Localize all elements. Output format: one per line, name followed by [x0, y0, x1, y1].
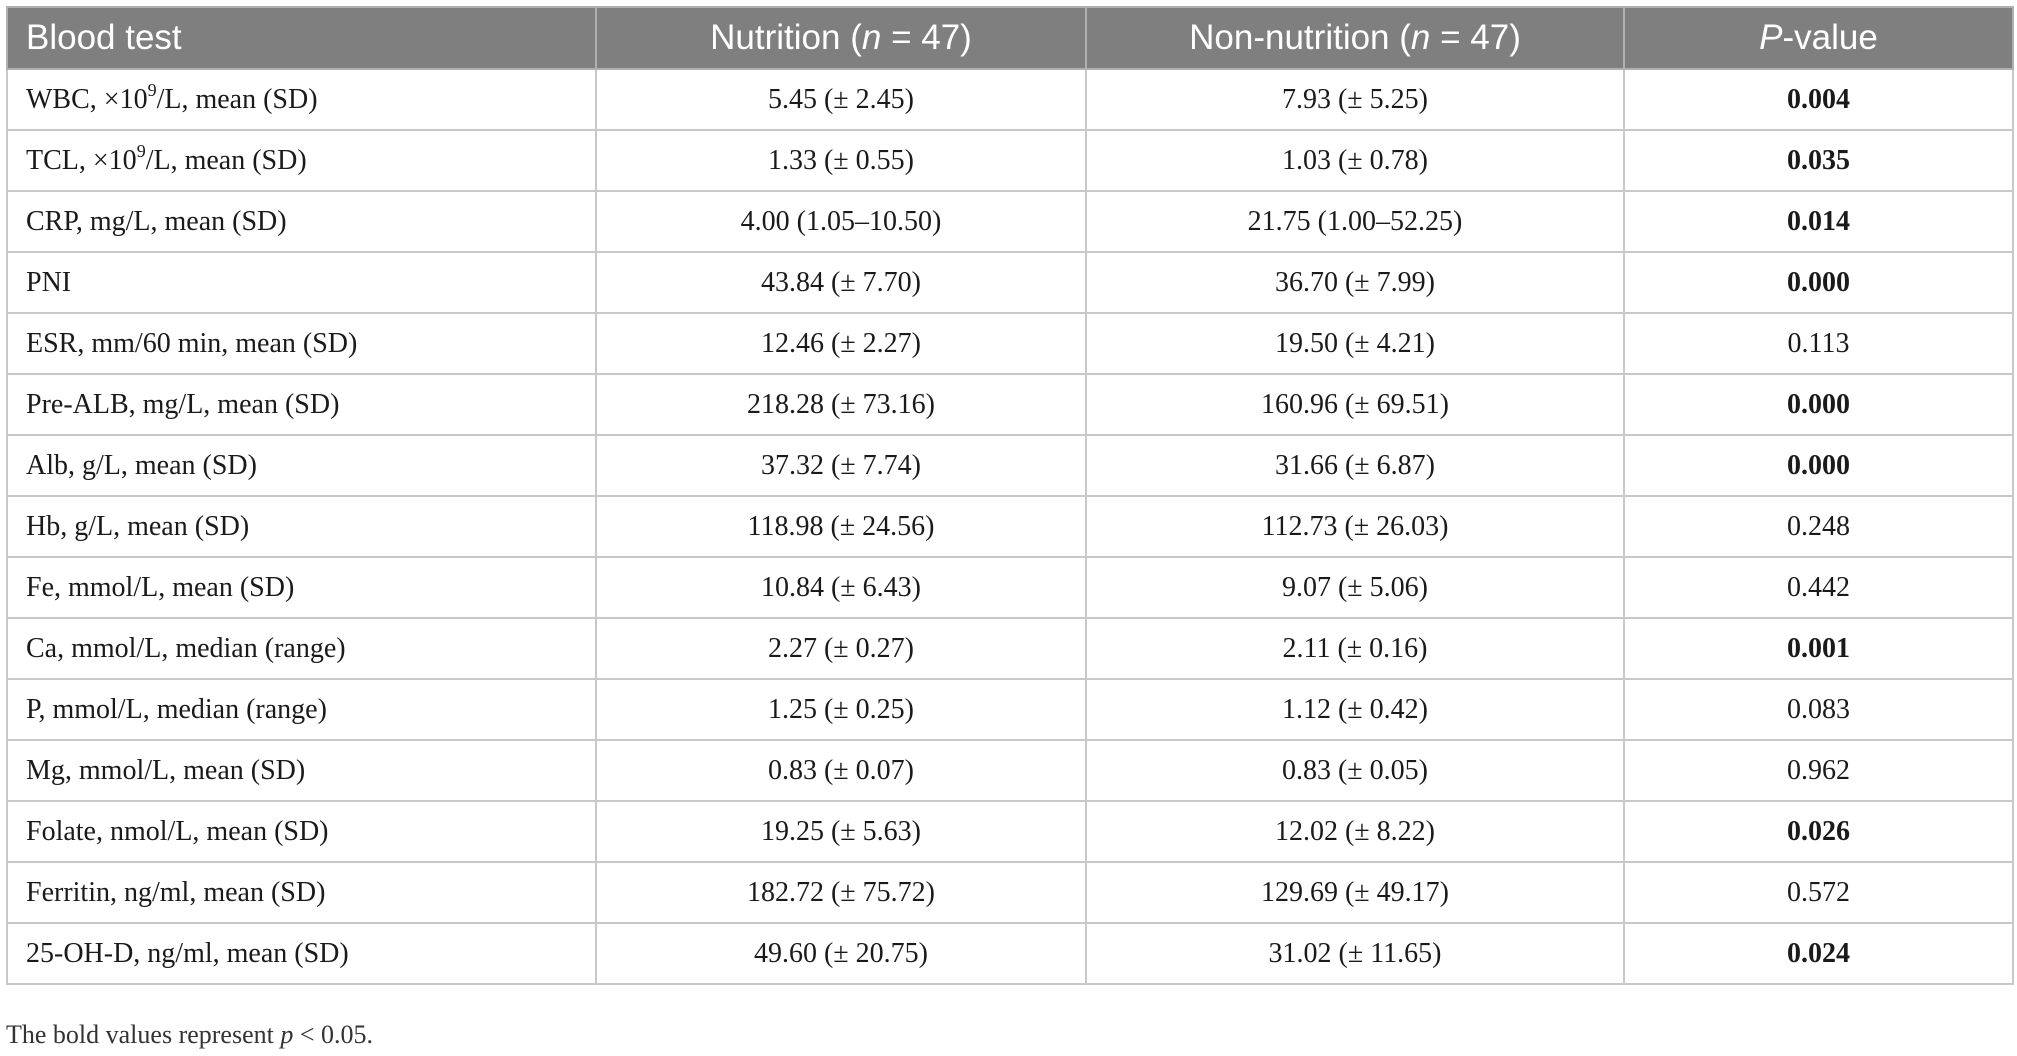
nutrition-value: 1.33 (± 0.55)	[595, 129, 1087, 192]
row-label: 25-OH-D, ng/ml, mean (SD)	[6, 922, 597, 985]
row-label: CRP, mg/L, mean (SD)	[6, 190, 597, 253]
nutrition-value: 43.84 (± 7.70)	[595, 251, 1087, 314]
table-row: TCL, ×109/L, mean (SD) 1.33 (± 0.55) 1.03 …	[6, 129, 2014, 192]
table-row: Ferritin, ng/ml, mean (SD) 182.72 (± 75.7…	[6, 861, 2014, 924]
non-nutrition-value: 12.02 (± 8.22)	[1085, 800, 1625, 863]
row-label: Pre-ALB, mg/L, mean (SD)	[6, 373, 597, 436]
nutrition-value: 1.25 (± 0.25)	[595, 678, 1087, 741]
non-nutrition-value: 112.73 (± 26.03)	[1085, 495, 1625, 558]
table-row: Alb, g/L, mean (SD) 37.32 (± 7.74) 31.66 (…	[6, 434, 2014, 497]
table-body: WBC, ×109/L, mean (SD) 5.45 (± 2.45) 7.93 …	[6, 68, 2014, 985]
header-blood-test: Blood test	[6, 6, 597, 70]
table-row: WBC, ×109/L, mean (SD) 5.45 (± 2.45) 7.93 …	[6, 68, 2014, 131]
row-label: PNI	[6, 251, 597, 314]
nutrition-value: 49.60 (± 20.75)	[595, 922, 1087, 985]
row-label: Folate, nmol/L, mean (SD)	[6, 800, 597, 863]
non-nutrition-value: 9.07 (± 5.06)	[1085, 556, 1625, 619]
p-value: 0.001	[1623, 617, 2014, 680]
nutrition-value: 182.72 (± 75.72)	[595, 861, 1087, 924]
row-label: Alb, g/L, mean (SD)	[6, 434, 597, 497]
table-row: Pre-ALB, mg/L, mean (SD) 218.28 (± 73.16)…	[6, 373, 2014, 436]
nutrition-value: 19.25 (± 5.63)	[595, 800, 1087, 863]
nutrition-value: 37.32 (± 7.74)	[595, 434, 1087, 497]
row-label: Ca, mmol/L, median (range)	[6, 617, 597, 680]
p-value: 0.442	[1623, 556, 2014, 619]
p-value: 0.113	[1623, 312, 2014, 375]
table-row: Folate, nmol/L, mean (SD) 19.25 (± 5.63) 1…	[6, 800, 2014, 863]
row-label: TCL, ×109/L, mean (SD)	[6, 129, 597, 192]
p-value: 0.962	[1623, 739, 2014, 802]
nutrition-value: 5.45 (± 2.45)	[595, 68, 1087, 131]
table-row: Mg, mmol/L, mean (SD) 0.83 (± 0.07) 0.83 (…	[6, 739, 2014, 802]
row-label: Ferritin, ng/ml, mean (SD)	[6, 861, 597, 924]
non-nutrition-value: 21.75 (1.00–52.25)	[1085, 190, 1625, 253]
p-value: 0.024	[1623, 922, 2014, 985]
table-row: P, mmol/L, median (range) 1.25 (± 0.25) 1.…	[6, 678, 2014, 741]
p-value: 0.014	[1623, 190, 2014, 253]
non-nutrition-value: 1.12 (± 0.42)	[1085, 678, 1625, 741]
row-label: WBC, ×109/L, mean (SD)	[6, 68, 597, 131]
table-row: Fe, mmol/L, mean (SD) 10.84 (± 6.43) 9.07 …	[6, 556, 2014, 619]
non-nutrition-value: 0.83 (± 0.05)	[1085, 739, 1625, 802]
p-value: 0.000	[1623, 251, 2014, 314]
table-row: ESR, mm/60 min, mean (SD) 12.46 (± 2.27) 1…	[6, 312, 2014, 375]
non-nutrition-value: 1.03 (± 0.78)	[1085, 129, 1625, 192]
table-footnote: The bold values represent p < 0.05.	[6, 1020, 374, 1049]
p-value: 0.035	[1623, 129, 2014, 192]
table-row: 25-OH-D, ng/ml, mean (SD) 49.60 (± 20.75)…	[6, 922, 2014, 985]
table-header-row: Blood test Nutrition (n = 47) Non-nutrit…	[6, 6, 2014, 70]
table-row: Hb, g/L, mean (SD) 118.98 (± 24.56) 112.73…	[6, 495, 2014, 558]
nutrition-value: 10.84 (± 6.43)	[595, 556, 1087, 619]
row-label: Hb, g/L, mean (SD)	[6, 495, 597, 558]
p-value: 0.083	[1623, 678, 2014, 741]
p-value: 0.248	[1623, 495, 2014, 558]
non-nutrition-value: 19.50 (± 4.21)	[1085, 312, 1625, 375]
header-p-value: P-value	[1623, 6, 2014, 70]
non-nutrition-value: 2.11 (± 0.16)	[1085, 617, 1625, 680]
nutrition-value: 218.28 (± 73.16)	[595, 373, 1087, 436]
nutrition-value: 118.98 (± 24.56)	[595, 495, 1087, 558]
nutrition-value: 2.27 (± 0.27)	[595, 617, 1087, 680]
row-label: ESR, mm/60 min, mean (SD)	[6, 312, 597, 375]
table-container: Blood test Nutrition (n = 47) Non-nutrit…	[6, 6, 2014, 985]
nutrition-value: 0.83 (± 0.07)	[595, 739, 1087, 802]
blood-test-table: Blood test Nutrition (n = 47) Non-nutrit…	[6, 6, 2014, 985]
table-row: CRP, mg/L, mean (SD) 4.00 (1.05–10.50) 21.…	[6, 190, 2014, 253]
row-label: Fe, mmol/L, mean (SD)	[6, 556, 597, 619]
non-nutrition-value: 160.96 (± 69.51)	[1085, 373, 1625, 436]
non-nutrition-value: 36.70 (± 7.99)	[1085, 251, 1625, 314]
non-nutrition-value: 7.93 (± 5.25)	[1085, 68, 1625, 131]
p-value: 0.004	[1623, 68, 2014, 131]
table-row: Ca, mmol/L, median (range) 2.27 (± 0.27) 2…	[6, 617, 2014, 680]
nutrition-value: 12.46 (± 2.27)	[595, 312, 1087, 375]
header-nutrition: Nutrition (n = 47)	[595, 6, 1087, 70]
p-value: 0.000	[1623, 434, 2014, 497]
header-non-nutrition: Non-nutrition (n = 47)	[1085, 6, 1625, 70]
non-nutrition-value: 129.69 (± 49.17)	[1085, 861, 1625, 924]
non-nutrition-value: 31.02 (± 11.65)	[1085, 922, 1625, 985]
row-label: P, mmol/L, median (range)	[6, 678, 597, 741]
nutrition-value: 4.00 (1.05–10.50)	[595, 190, 1087, 253]
table-row: PNI 43.84 (± 7.70) 36.70 (± 7.99) 0.000	[6, 251, 2014, 314]
row-label: Mg, mmol/L, mean (SD)	[6, 739, 597, 802]
p-value: 0.572	[1623, 861, 2014, 924]
non-nutrition-value: 31.66 (± 6.87)	[1085, 434, 1625, 497]
p-value: 0.026	[1623, 800, 2014, 863]
p-value: 0.000	[1623, 373, 2014, 436]
